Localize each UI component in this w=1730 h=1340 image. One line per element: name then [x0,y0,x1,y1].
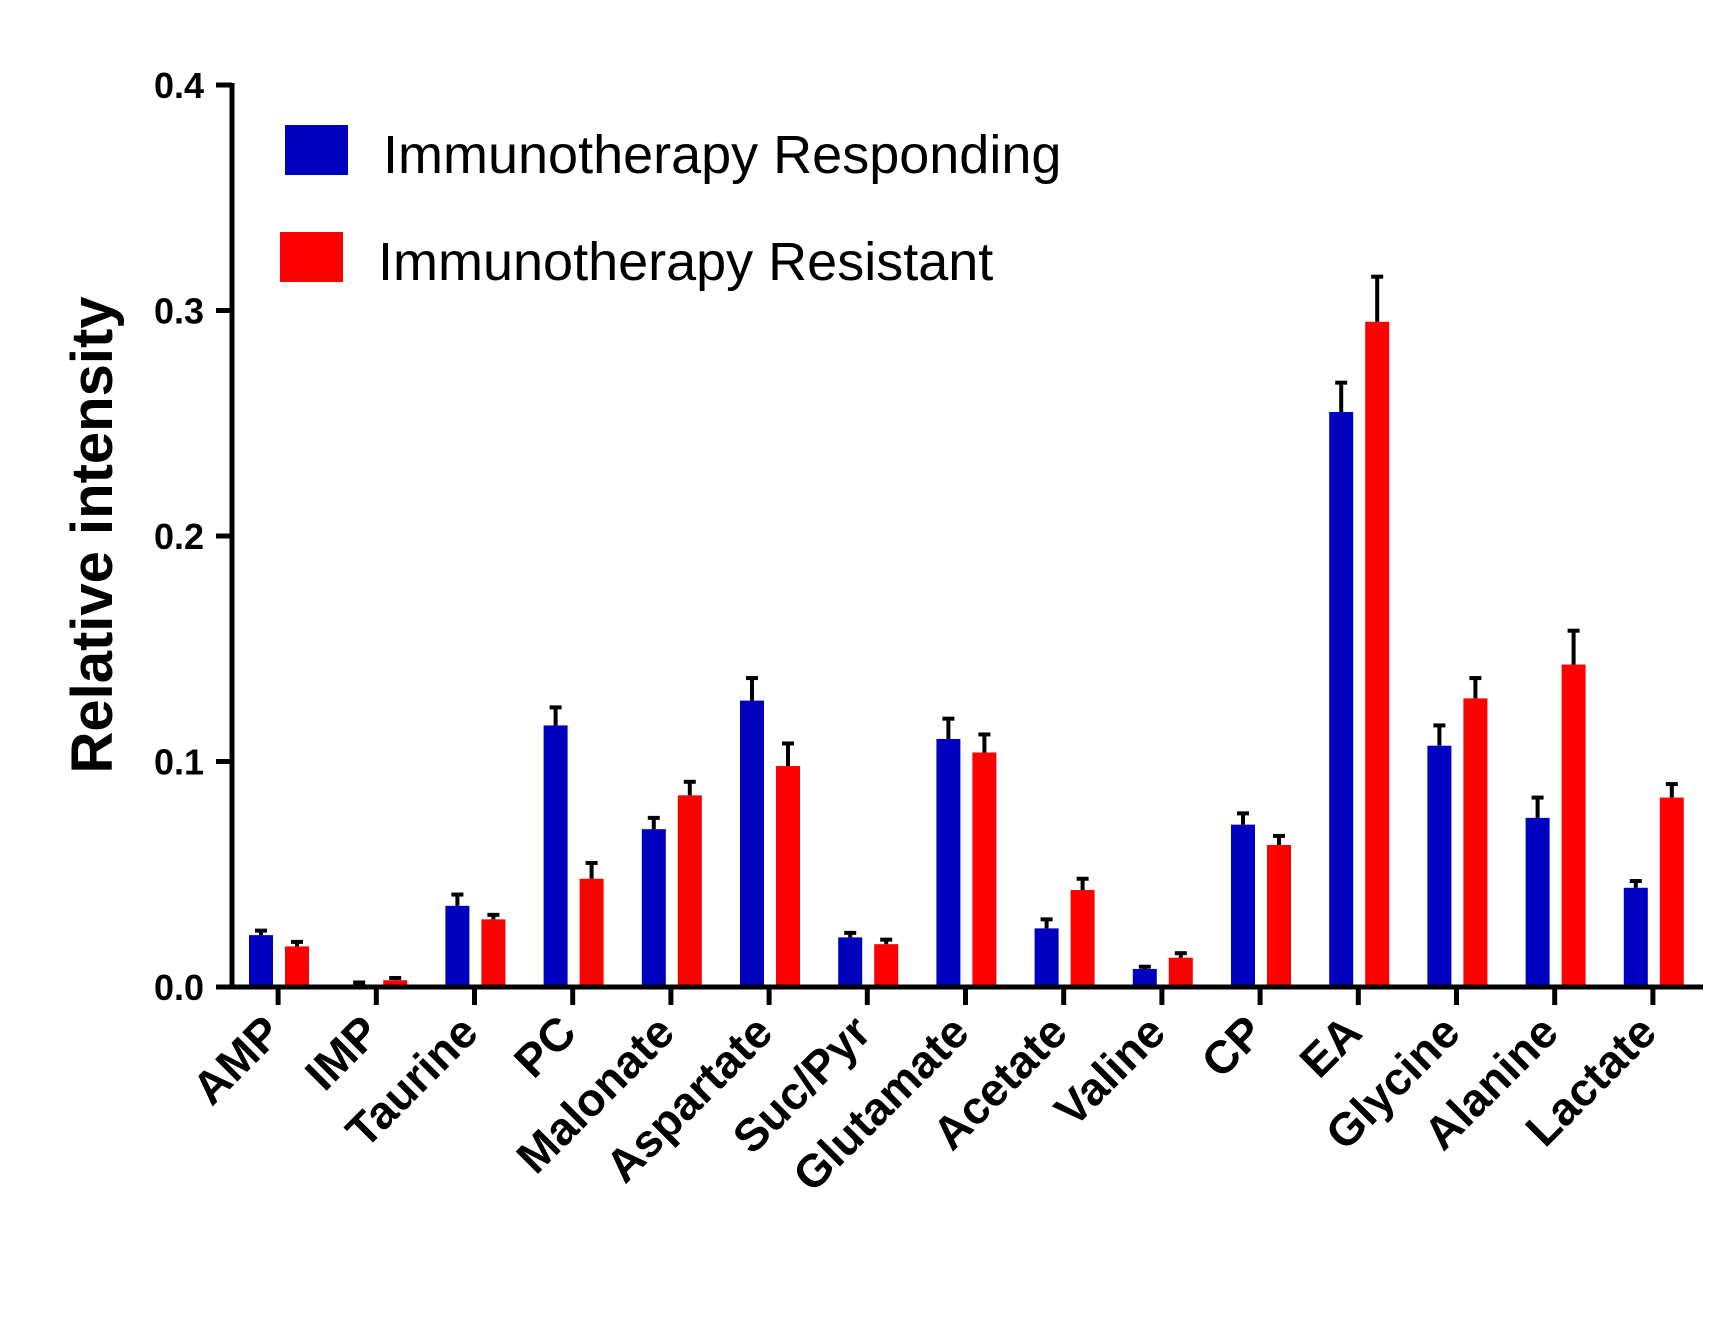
bar-resistant [1463,698,1488,987]
x-tick-label: AMP [182,1005,291,1114]
bar-resistant [677,795,702,987]
bar-resistant [972,752,997,987]
bar-resistant [383,980,408,987]
bar-resistant [776,766,800,987]
y-tick-label: 0.4 [154,65,204,106]
y-tick-label: 0.2 [154,516,204,557]
bar-resistant [481,919,506,987]
legend-label-resistant: Immunotherapy Resistant [378,232,993,292]
bar-resistant [1561,664,1586,987]
legend: Immunotherapy Responding Immunotherapy R… [280,125,1061,292]
bar-responding [543,725,568,987]
bar-resistant [285,946,309,987]
x-tick-label: Valine [1044,1005,1175,1136]
bar-responding [838,937,863,987]
y-axis-title-group: Relative intensity [60,296,125,773]
legend-swatch-resistant [280,232,343,282]
bar-resistant [874,944,899,987]
bar-resistant [579,878,604,987]
legend-label-responding: Immunotherapy Responding [383,125,1061,185]
x-tick-label: CP [1191,1005,1273,1087]
y-tick-label: 0.0 [154,967,204,1008]
bar-responding [1132,968,1157,987]
bar-responding [1034,928,1059,987]
bar-resistant [1659,797,1684,987]
bar-responding [249,935,273,987]
bar-responding [936,738,961,987]
bar-resistant [1365,321,1390,987]
y-tick-label: 0.1 [154,742,204,783]
y-tick-label: 0.3 [154,291,204,332]
legend-swatch-responding [285,125,348,175]
x-tick-label: PC [504,1005,586,1087]
bar-resistant [1070,890,1095,987]
bar-responding [740,700,764,987]
bar-responding [1231,824,1255,987]
bar-responding [1427,745,1452,987]
y-axis-title: Relative intensity [60,296,125,773]
bar-responding [1525,817,1550,987]
bar-responding [1329,411,1354,988]
bar-responding [445,905,470,987]
bar-responding [1623,887,1648,987]
x-tick-label: EA [1289,1005,1371,1087]
bar-resistant [1168,957,1193,987]
bar-resistant [1267,844,1291,987]
bar-responding [641,829,666,987]
